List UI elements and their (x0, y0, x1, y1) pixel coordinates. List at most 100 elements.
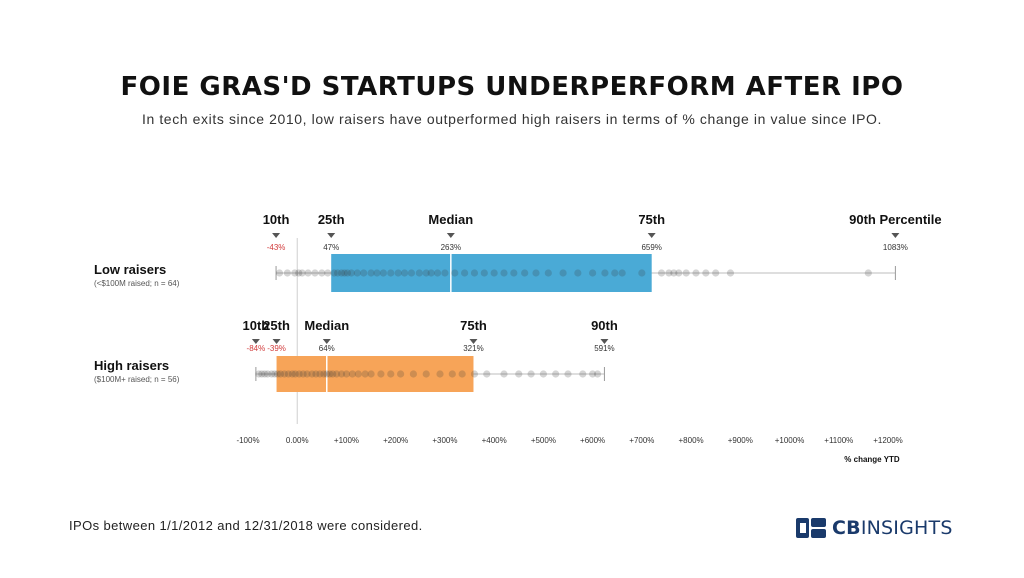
high-raisers-point-0 (255, 370, 263, 378)
high-raisers-point-12 (295, 370, 303, 378)
low-raisers-group-label: Low raisers (94, 262, 166, 277)
low-raisers-point-25 (422, 269, 430, 277)
high-raisers-point-41 (527, 370, 535, 378)
high-raisers-point-31 (397, 370, 405, 378)
high-raisers-point-9 (284, 370, 292, 378)
high-raisers-percentile-label-0: 10th (243, 318, 270, 333)
high-raisers-percentile-label-3: 75th (460, 318, 487, 333)
low-raisers-point-34 (500, 269, 508, 277)
high-raisers-point-6 (273, 370, 282, 378)
logo-text: INSIGHTS (860, 517, 953, 539)
x-axis-label: % change YTD (844, 455, 900, 464)
low-raisers-point-31 (470, 269, 479, 277)
low-raisers-percentile-value-3: 659% (641, 243, 661, 252)
high-raisers-point-14 (303, 370, 311, 378)
low-raisers-point-40 (574, 269, 582, 277)
x-tick-label-5: +400% (482, 436, 507, 445)
x-tick-label-2: +100% (334, 436, 359, 445)
x-tick-label-4: +300% (432, 436, 457, 445)
high-raisers-point-43 (552, 370, 560, 378)
low-raisers-point-46 (657, 269, 666, 277)
low-raisers-point-30 (461, 269, 469, 277)
low-raisers-point-17 (367, 269, 375, 277)
high-raisers-percentile-value-1: -39% (267, 344, 286, 353)
low-raisers-point-43 (611, 269, 619, 277)
low-raisers-point-28 (441, 269, 449, 277)
high-raisers-point-29 (377, 370, 385, 378)
low-raisers-percentile-value-1: 47% (323, 243, 339, 252)
low-raisers-percentile-value-4: 1083% (883, 243, 908, 252)
low-raisers-percentile-label-4: 90th Percentile (849, 212, 942, 227)
chart-subtitle: In tech exits since 2010, low raisers ha… (141, 111, 883, 127)
x-tick-label-6: +500% (531, 436, 556, 445)
x-tick-label-8: +700% (629, 436, 654, 445)
x-tick-label-9: +800% (679, 436, 704, 445)
cb-insights-logo: CBINSIGHTS (795, 514, 953, 542)
high-raisers-point-15 (308, 370, 316, 378)
high-raisers-percentile-label-2: Median (304, 318, 349, 333)
low-raisers-point-37 (532, 269, 540, 277)
low-raisers-percentile-arrow-4 (891, 233, 900, 238)
low-raisers-point-29 (451, 269, 459, 277)
low-raisers-point-55 (864, 269, 872, 277)
high-raisers-point-8 (280, 370, 289, 378)
high-raisers-percentile-label-1: 25th (263, 318, 290, 333)
high-raisers-point-4 (268, 370, 276, 378)
high-raisers-point-23 (337, 370, 346, 378)
high-raisers-point-17 (316, 370, 324, 378)
low-raisers-point-27 (433, 269, 442, 277)
low-raisers-percentile-arrow-0 (272, 233, 281, 238)
high-raisers-point-35 (448, 370, 456, 378)
low-raisers-point-53 (712, 269, 720, 277)
high-raisers-percentile-value-0: -84% (247, 344, 266, 353)
high-raisers-group-label: High raisers (94, 358, 169, 373)
low-raisers-point-24 (415, 269, 423, 277)
high-raisers-percentile-arrow-1 (272, 339, 281, 344)
low-raisers-percentile-arrow-2 (446, 233, 455, 238)
high-raisers-point-46 (589, 370, 597, 378)
low-raisers-point-32 (480, 269, 488, 277)
high-raisers-percentile-value-2: 64% (319, 344, 335, 353)
low-raisers-point-38 (544, 269, 552, 277)
low-raisers-point-14 (347, 269, 355, 277)
low-raisers-point-6 (311, 269, 319, 277)
high-raisers-point-3 (264, 370, 272, 378)
low-raisers-percentile-label-1: 25th (318, 212, 345, 227)
high-raisers-point-13 (299, 370, 307, 378)
high-raisers-percentile-arrow-3 (469, 339, 478, 344)
low-raisers-point-35 (510, 269, 518, 277)
high-raisers-point-2 (261, 370, 269, 378)
high-raisers-point-24 (342, 370, 351, 378)
high-raisers-point-18 (320, 370, 328, 378)
low-raisers-point-39 (559, 269, 567, 277)
x-tick-label-10: +900% (728, 436, 753, 445)
low-raisers-point-54 (726, 269, 735, 277)
high-raisers-point-40 (515, 370, 523, 378)
low-raisers-point-18 (373, 269, 381, 277)
cb-logo-icon (796, 518, 826, 538)
high-raisers-point-7 (276, 370, 285, 378)
high-raisers-box (276, 356, 474, 392)
low-raisers-percentile-label-3: 75th (638, 212, 665, 227)
low-raisers-point-5 (304, 269, 312, 277)
high-raisers-percentile-value-3: 321% (463, 344, 483, 353)
low-raisers-percentile-value-0: -43% (267, 243, 286, 252)
high-raisers-point-11 (291, 370, 299, 378)
high-raisers-point-1 (258, 370, 266, 378)
x-tick-label-13: +1200% (873, 436, 903, 445)
low-raisers-point-51 (692, 269, 700, 277)
chart-title: FOIE GRAS'D STARTUPS UNDERPERFORM AFTER … (120, 72, 904, 102)
low-raisers-point-1 (283, 269, 291, 277)
low-raisers-point-2 (291, 269, 299, 277)
high-raisers-point-39 (500, 370, 508, 378)
low-raisers-box (331, 254, 652, 292)
low-raisers-point-8 (324, 269, 332, 277)
footnote: IPOs between 1/1/2012 and 12/31/2018 wer… (69, 518, 423, 533)
high-raisers-point-22 (333, 370, 341, 378)
high-raisers-point-20 (326, 370, 334, 378)
high-raisers-point-47 (593, 370, 602, 378)
low-raisers-point-3 (295, 269, 303, 277)
low-raisers-point-47 (665, 269, 673, 277)
high-raisers-point-5 (270, 370, 279, 378)
